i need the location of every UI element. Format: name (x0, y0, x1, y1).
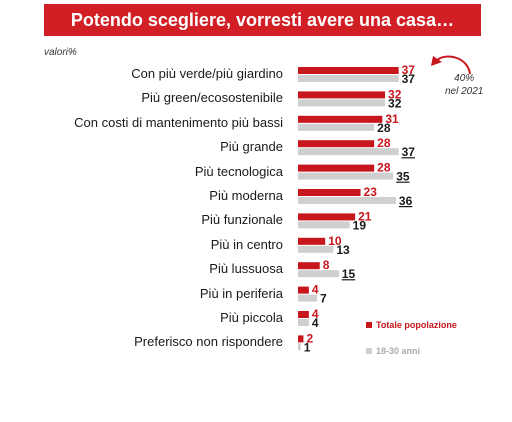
value-label-totale: 8 (323, 258, 330, 272)
annotation-arrowhead (431, 56, 442, 66)
value-label-totale: 10 (328, 234, 342, 248)
legend-item-totale: Totale popolazione (366, 320, 457, 330)
value-label-18-30: 35 (396, 170, 410, 184)
bar-totale (298, 189, 361, 196)
value-label-18-30: 19 (353, 218, 367, 232)
annotation-note: 40% nel 2021 (445, 72, 483, 98)
value-label-totale: 32 (388, 87, 402, 101)
bar-18-30 (298, 319, 309, 326)
bar-totale (298, 140, 375, 148)
category-label: Più in periferia (199, 285, 283, 301)
bar-18-30 (298, 197, 396, 204)
category-label: Più funzionale (201, 212, 283, 228)
value-label-18-30: 15 (342, 267, 356, 281)
value-label-18-30: 1 (304, 340, 311, 354)
value-label-18-30: 28 (377, 121, 391, 135)
value-label-18-30: 37 (402, 72, 416, 86)
value-label-totale: 37 (402, 63, 416, 77)
category-label: Con più verde/più giardino (131, 66, 283, 81)
category-label: Più in centro (210, 236, 283, 252)
annotation-arrow (436, 55, 471, 75)
bar-18-30 (298, 343, 301, 351)
legend-label-totale: Totale popolazione (376, 320, 457, 330)
value-label-18-30: 32 (388, 96, 402, 110)
legend-swatch-18-30 (366, 348, 372, 354)
value-label-18-30: 37 (402, 145, 416, 159)
bar-18-30 (298, 270, 339, 278)
bar-totale (298, 311, 309, 318)
bar-18-30 (298, 221, 350, 229)
bar-18-30 (298, 294, 318, 302)
legend-label-18-30: 18-30 anni (376, 346, 421, 356)
value-label-totale: 28 (377, 161, 391, 175)
category-label: Più piccola (220, 310, 283, 325)
bar-totale (298, 237, 326, 245)
bar-totale (298, 335, 304, 343)
value-label-totale: 31 (385, 112, 399, 126)
legend-item-18-30: 18-30 anni (366, 346, 420, 356)
value-label-18-30: 4 (312, 316, 319, 330)
bar-totale (298, 164, 375, 172)
value-label-totale: 2 (306, 331, 313, 345)
chart-title: Potendo scegliere, vorresti avere una ca… (44, 4, 481, 36)
legend-swatch-totale (366, 322, 372, 328)
value-label-totale: 23 (364, 185, 378, 199)
annotation-value: 40% (454, 73, 475, 84)
bar-18-30 (298, 172, 394, 180)
bar-18-30 (298, 148, 399, 156)
units-label: valori% (44, 47, 77, 58)
bar-18-30 (298, 75, 399, 82)
bar-18-30 (298, 123, 375, 131)
value-label-18-30: 36 (399, 194, 413, 208)
bar-totale (298, 67, 399, 74)
value-label-18-30: 7 (320, 292, 327, 306)
value-label-totale: 4 (312, 283, 319, 297)
category-label: Con costi di mantenimento più bassi (74, 114, 283, 130)
category-label: Più tecnologica (194, 163, 283, 179)
category-label: Più grande (220, 139, 283, 155)
category-label: Più moderna (209, 188, 283, 203)
bar-18-30 (298, 99, 386, 107)
value-label-totale: 28 (377, 136, 391, 150)
value-label-totale: 21 (358, 209, 372, 223)
bar-totale (298, 286, 309, 294)
bar-totale (298, 115, 383, 123)
category-label: Più lussuosa (209, 261, 283, 277)
value-label-18-30: 13 (336, 243, 350, 257)
value-label-totale: 4 (312, 307, 319, 321)
annotation-year: nel 2021 (445, 86, 484, 97)
bar-totale (298, 213, 356, 221)
category-label: Più green/ecosostenibile (141, 90, 283, 106)
bar-18-30 (298, 245, 334, 253)
bar-totale (298, 91, 386, 99)
bar-totale (298, 262, 320, 270)
category-label: Preferisco non rispondere (134, 334, 283, 350)
